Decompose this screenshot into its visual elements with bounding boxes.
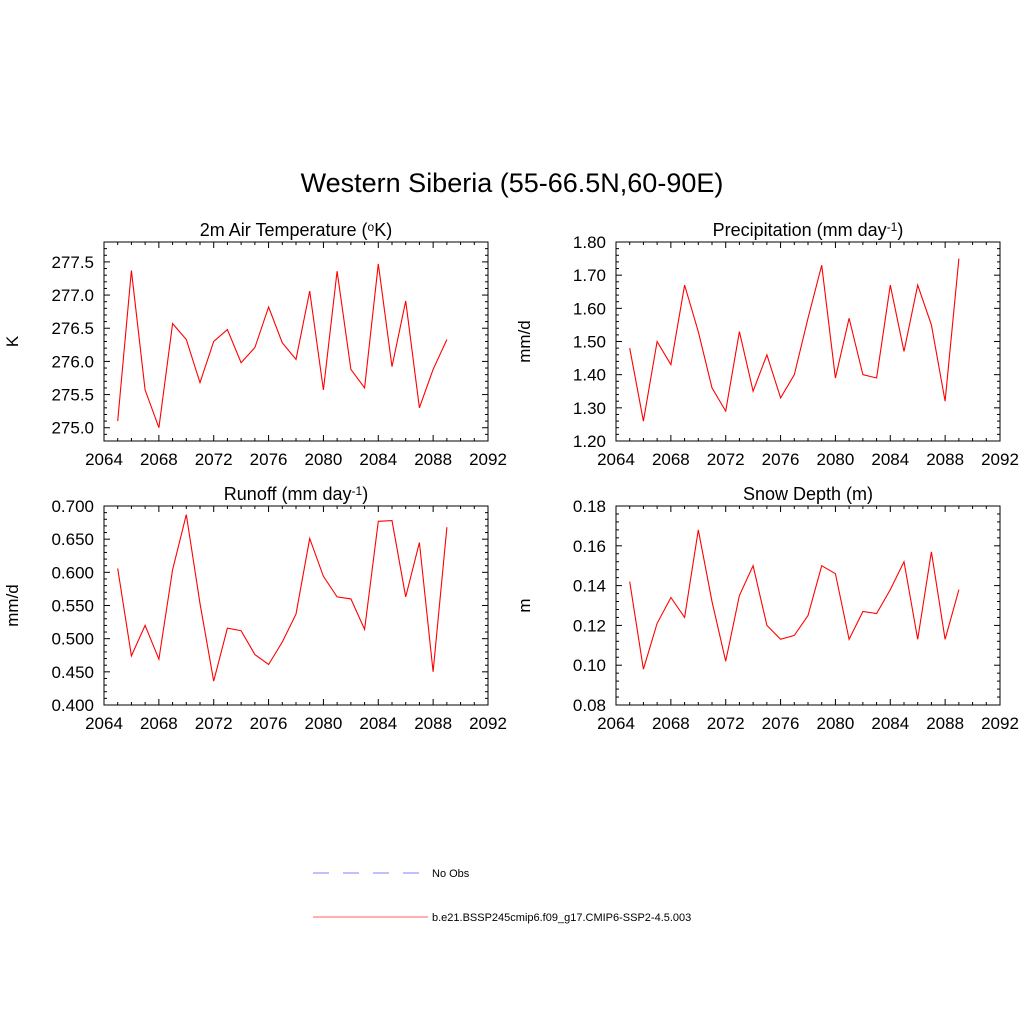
x-tick-label: 2064 [597,450,635,469]
legend-entry-label: No Obs [432,868,470,880]
y-tick-label: 1.50 [573,333,606,352]
x-tick-label: 2068 [140,450,178,469]
y-axis-label: m [515,598,534,612]
x-tick-label: 2080 [817,714,855,733]
y-tick-label: 1.40 [573,366,606,385]
panel-title: 2m Air Temperature (oK) [200,220,392,240]
y-tick-label: 0.08 [573,696,606,715]
chart-panel-4: 2064 2068 2072 2076 2080 2084 2088 2092 0.08 0.10… [515,484,1019,733]
x-tick-label: 2092 [469,450,507,469]
y-axis-label: K [3,335,22,347]
x-tick-label: 2080 [305,714,343,733]
y-axis-label: mm/d [515,320,534,363]
x-tick-label: 2072 [195,450,233,469]
y-tick-label: 275.0 [51,419,94,438]
x-tick-label: 2092 [981,450,1019,469]
x-tick-label: 2064 [85,450,123,469]
x-tick-label: 2088 [414,450,452,469]
chart-panel-2: 2064 2068 2072 2076 2080 2084 2088 2092 1.20 1.30… [515,220,1019,469]
y-tick-label: 0.600 [51,563,94,582]
legend-entry-label: b.e21.BSSP245cmip6.f09_g17.CMIP6-SSP2-4.… [432,912,691,924]
y-axis-label: mm/d [3,584,22,627]
x-tick-label: 2088 [926,714,964,733]
y-tick-label: 1.70 [573,266,606,285]
y-tick-label: 0.12 [573,616,606,635]
x-tick-label: 2080 [817,450,855,469]
series-line [629,258,960,422]
panel-title: Runoff (mm day-1) [224,484,368,504]
panel-title: Snow Depth (m) [743,484,873,504]
y-tick-label: 277.0 [51,286,94,305]
legend: No Obs b.e21.BSSP245cmip6.f09_g17.CMIP6-S… [313,868,691,924]
chart-panel-1: 2064 2068 2072 2076 2080 2084 2088 2092 275.0 275… [3,220,507,469]
plot-frame [103,505,489,706]
y-tick-label: 0.10 [573,656,606,675]
y-tick-label: 0.500 [51,630,94,649]
y-tick-label: 0.14 [573,577,606,596]
x-tick-label: 2080 [305,450,343,469]
y-tick-label: 1.60 [573,299,606,318]
panel-title: Precipitation (mm day-1) [713,220,904,240]
y-tick-label: 0.650 [51,530,94,549]
y-tick-label: 0.450 [51,663,94,682]
x-tick-label: 2076 [250,450,288,469]
x-tick-label: 2068 [140,714,178,733]
x-tick-label: 2088 [414,714,452,733]
x-tick-label: 2072 [195,714,233,733]
x-tick-label: 2084 [359,714,397,733]
x-tick-label: 2072 [707,714,745,733]
x-tick-label: 2064 [85,714,123,733]
y-tick-label: 1.30 [573,399,606,418]
figure-title: Western Siberia (55-66.5N,60-90E) [300,168,724,198]
y-tick-label: 276.0 [51,352,94,371]
x-tick-label: 2076 [762,714,800,733]
y-tick-label: 276.5 [51,319,94,338]
y-tick-label: 0.16 [573,537,606,556]
y-tick-label: 0.700 [51,497,94,516]
y-tick-label: 1.80 [573,233,606,252]
y-tick-label: 275.5 [51,386,94,405]
x-tick-label: 2084 [871,714,909,733]
x-tick-label: 2072 [707,450,745,469]
x-tick-label: 2068 [652,450,690,469]
plot-frame [615,241,1001,442]
x-tick-label: 2064 [597,714,635,733]
x-tick-label: 2076 [762,450,800,469]
series-line [629,529,960,670]
y-tick-label: 0.550 [51,597,94,616]
series-line [117,514,448,682]
y-tick-label: 1.20 [573,432,606,451]
y-tick-label: 277.5 [51,253,94,272]
plot-frame [615,505,1001,706]
x-tick-label: 2092 [469,714,507,733]
x-tick-label: 2084 [359,450,397,469]
y-tick-label: 0.18 [573,497,606,516]
x-tick-label: 2092 [981,714,1019,733]
series-line [117,263,448,428]
y-tick-label: 0.400 [51,696,94,715]
x-tick-label: 2088 [926,450,964,469]
x-tick-label: 2084 [871,450,909,469]
x-tick-label: 2068 [652,714,690,733]
chart-panel-3: 2064 2068 2072 2076 2080 2084 2088 2092 0.400 0.4… [3,484,507,733]
x-tick-label: 2076 [250,714,288,733]
